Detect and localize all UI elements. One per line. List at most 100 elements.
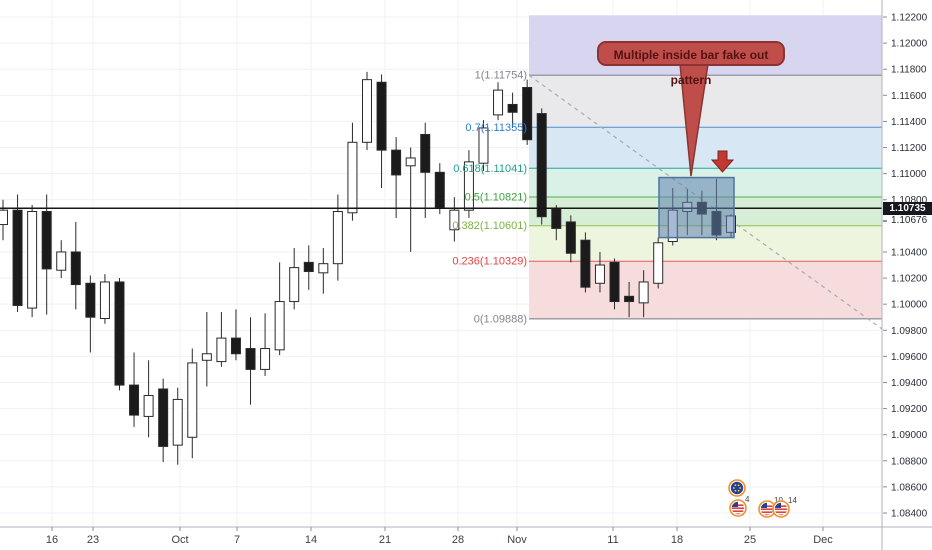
candle <box>391 137 402 219</box>
candle <box>274 262 285 356</box>
svg-text:1.12000: 1.12000 <box>891 39 928 50</box>
svg-text:0(1.09888): 0(1.09888) <box>474 313 527 325</box>
svg-text:1.10000: 1.10000 <box>891 300 928 311</box>
candle <box>507 92 518 128</box>
svg-text:0.7(1.11355): 0.7(1.11355) <box>465 122 527 134</box>
svg-text:1.11800: 1.11800 <box>891 65 927 76</box>
candle <box>362 71 372 151</box>
svg-text:4: 4 <box>745 495 750 504</box>
current-price-label: 1.10676 <box>891 215 928 226</box>
candle <box>624 281 635 318</box>
svg-text:11: 11 <box>607 534 618 546</box>
svg-text:1.08600: 1.08600 <box>891 482 928 493</box>
candle <box>143 360 154 438</box>
svg-text:23: 23 <box>87 534 99 546</box>
candle <box>114 278 125 391</box>
svg-text:7: 7 <box>234 534 240 546</box>
down-arrow-icon[interactable] <box>710 150 735 173</box>
candle <box>653 237 664 289</box>
chart-pane[interactable] <box>0 0 882 527</box>
annotation-callout[interactable]: Multiple inside bar fake out pattern <box>597 41 785 87</box>
svg-text:28: 28 <box>452 534 464 546</box>
fib-labels: 1(1.11754) 0.7(1.11355) 0.618(1.11041) 0.5(… <box>452 70 527 326</box>
svg-text:0.618(1.11041): 0.618(1.11041) <box>453 163 527 175</box>
candle <box>27 204 38 318</box>
svg-text:1.08800: 1.08800 <box>891 456 928 467</box>
annotation-callout-text: Multiple inside bar fake out pattern <box>613 48 769 87</box>
candle <box>463 150 474 219</box>
candle <box>172 387 183 465</box>
svg-text:21: 21 <box>379 534 391 546</box>
event-flag-icons[interactable]: 4 10 14 <box>728 479 797 518</box>
candle <box>70 221 81 310</box>
eu-flag-icon[interactable] <box>728 479 746 497</box>
candle <box>303 245 314 290</box>
candle <box>260 313 271 376</box>
svg-text:1.10800: 1.10800 <box>891 195 928 206</box>
svg-text:18: 18 <box>671 534 683 546</box>
candle <box>41 194 52 315</box>
us-flag-icon[interactable]: 14 <box>772 496 797 518</box>
svg-text:1.11600: 1.11600 <box>891 91 927 102</box>
svg-text:1.11200: 1.11200 <box>891 143 927 154</box>
candle <box>565 215 576 263</box>
svg-text:1.11400: 1.11400 <box>891 117 927 128</box>
price-axis[interactable]: 1.12200 1.12000 1.11800 1.11600 1.11400 1.112… <box>881 0 928 550</box>
candle <box>289 248 300 310</box>
svg-text:0.382(1.10601): 0.382(1.10601) <box>452 220 527 232</box>
candle <box>0 199 8 241</box>
candles <box>0 71 736 465</box>
candle <box>230 309 241 361</box>
candle <box>493 82 504 121</box>
candle <box>129 352 140 427</box>
candle <box>478 120 489 172</box>
candle <box>201 311 212 387</box>
svg-text:1.09800: 1.09800 <box>891 326 928 337</box>
candle <box>420 122 431 219</box>
svg-text:14: 14 <box>788 496 797 505</box>
svg-text:14: 14 <box>305 534 317 546</box>
candle <box>522 79 533 145</box>
candle <box>609 258 620 310</box>
last-price-badge: 1.10735 <box>883 202 932 215</box>
candle <box>405 147 416 252</box>
svg-text:1.10200: 1.10200 <box>891 274 928 285</box>
svg-text:1.08400: 1.08400 <box>891 509 928 520</box>
svg-text:Nov: Nov <box>507 534 527 546</box>
svg-text:1.09600: 1.09600 <box>891 352 928 363</box>
candle <box>12 194 23 312</box>
svg-text:1.10400: 1.10400 <box>891 247 928 258</box>
candle <box>187 348 198 459</box>
svg-text:Oct: Oct <box>171 534 188 546</box>
candle <box>580 232 591 293</box>
candle <box>594 251 605 293</box>
inside-bar-box[interactable] <box>658 176 735 239</box>
svg-text:0.236(1.10329): 0.236(1.10329) <box>452 256 527 268</box>
us-flag-icon[interactable]: 4 <box>729 495 750 517</box>
svg-text:1.12200: 1.12200 <box>891 13 928 24</box>
time-axis[interactable]: 16 23 Oct 7 14 21 28 Nov 11 18 25 Dec <box>0 526 932 546</box>
candle <box>99 274 110 324</box>
candle <box>536 108 547 225</box>
svg-text:0.5(1.10821): 0.5(1.10821) <box>465 191 527 203</box>
candle <box>245 317 256 405</box>
candle <box>56 240 67 279</box>
svg-text:25: 25 <box>744 534 756 546</box>
svg-text:1.09400: 1.09400 <box>891 378 928 389</box>
svg-text:Dec: Dec <box>813 534 833 546</box>
candle <box>376 74 387 188</box>
candle <box>158 378 169 463</box>
candle <box>318 248 329 294</box>
svg-text:1.09000: 1.09000 <box>891 430 928 441</box>
svg-text:1(1.11754): 1(1.11754) <box>475 70 527 82</box>
svg-text:1.11000: 1.11000 <box>891 169 927 180</box>
candle <box>638 270 649 318</box>
gridlines <box>0 0 882 527</box>
candle <box>449 197 460 242</box>
candle <box>347 122 358 221</box>
svg-text:1.09200: 1.09200 <box>891 404 928 415</box>
svg-text:16: 16 <box>46 534 58 546</box>
candle <box>216 311 227 367</box>
